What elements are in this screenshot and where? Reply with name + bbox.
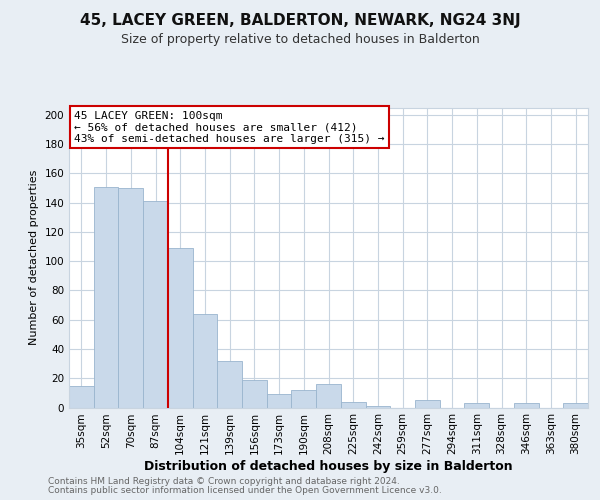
Text: Contains public sector information licensed under the Open Government Licence v3: Contains public sector information licen… [48,486,442,495]
Bar [69,386,94,407]
Bar [193,314,217,408]
Bar [365,406,390,407]
Bar [118,188,143,408]
Bar [316,384,341,407]
Bar [168,248,193,408]
Bar [341,402,365,407]
X-axis label: Distribution of detached houses by size in Balderton: Distribution of detached houses by size … [144,460,513,473]
Text: Size of property relative to detached houses in Balderton: Size of property relative to detached ho… [121,32,479,46]
Bar [217,360,242,408]
Text: 45, LACEY GREEN, BALDERTON, NEWARK, NG24 3NJ: 45, LACEY GREEN, BALDERTON, NEWARK, NG24… [80,12,520,28]
Y-axis label: Number of detached properties: Number of detached properties [29,170,39,345]
Bar [242,380,267,407]
Bar [143,201,168,408]
Text: Contains HM Land Registry data © Crown copyright and database right 2024.: Contains HM Land Registry data © Crown c… [48,477,400,486]
Bar [292,390,316,407]
Bar [267,394,292,407]
Bar [514,403,539,407]
Bar [94,186,118,408]
Bar [563,403,588,407]
Text: 45 LACEY GREEN: 100sqm
← 56% of detached houses are smaller (412)
43% of semi-de: 45 LACEY GREEN: 100sqm ← 56% of detached… [74,110,385,144]
Bar [415,400,440,407]
Bar [464,403,489,407]
